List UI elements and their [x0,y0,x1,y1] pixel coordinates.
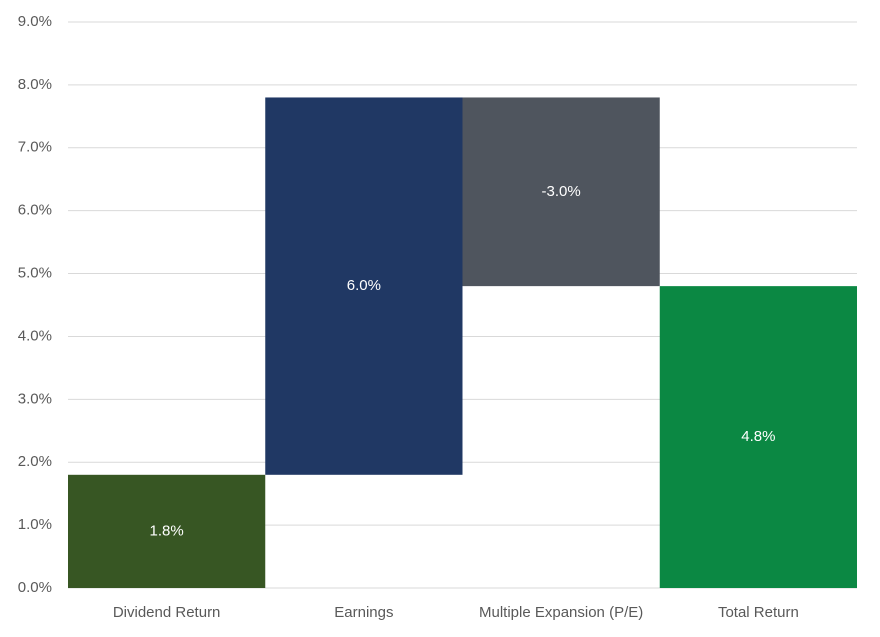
y-tick-label: 7.0% [18,139,52,156]
y-tick-label: 4.0% [18,327,52,344]
y-tick-label: 6.0% [18,202,52,219]
data-label: 6.0% [347,277,381,294]
x-tick-label: Dividend Return [113,604,221,621]
bar [265,97,463,475]
y-tick-label: 2.0% [18,453,52,470]
bar [659,286,857,588]
y-tick-label: 1.0% [18,516,52,533]
bar [462,97,660,287]
data-label: -3.0% [542,183,581,200]
bar [68,474,266,588]
y-tick-label: 5.0% [18,265,52,282]
x-tick-label: Earnings [334,604,393,621]
data-label: 4.8% [741,428,775,445]
data-label: 1.8% [150,522,184,539]
y-tick-label: 9.0% [18,13,52,30]
x-tick-label: Multiple Expansion (P/E) [479,604,643,621]
y-tick-label: 8.0% [18,76,52,93]
x-tick-label: Total Return [718,604,799,621]
y-tick-label: 3.0% [18,390,52,407]
y-tick-label: 0.0% [18,579,52,596]
